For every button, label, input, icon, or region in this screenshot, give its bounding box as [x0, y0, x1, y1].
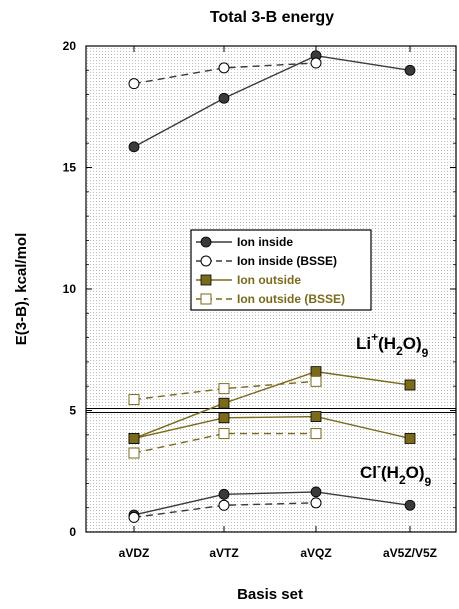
- series-line: [133, 370, 411, 440]
- data-point: [128, 511, 140, 523]
- y-tick-label: 20: [63, 39, 77, 53]
- annotation-cl-close: O): [406, 463, 425, 482]
- data-point: [310, 375, 322, 387]
- data-point: [310, 497, 322, 509]
- data-point: [218, 428, 230, 440]
- annotation-li-h2o-9: Li+(H2O)9: [356, 330, 429, 360]
- annotation-li-species: Li: [356, 334, 371, 353]
- data-point: [310, 428, 322, 440]
- series-line: [133, 415, 411, 440]
- divider-gap: [86, 408, 456, 413]
- data-point: [128, 394, 140, 406]
- data-point: [404, 499, 416, 511]
- data-point: [218, 397, 230, 409]
- series-line: [133, 432, 316, 454]
- x-axis-label: Basis set: [237, 586, 303, 603]
- series-line: [133, 54, 411, 148]
- legend-marker: [200, 236, 212, 248]
- data-point: [218, 499, 230, 511]
- data-point: [218, 383, 230, 395]
- legend-label: Ion outside (BSSE): [237, 292, 345, 306]
- annotation-li-charge: +: [371, 330, 378, 344]
- data-point: [218, 488, 230, 500]
- data-point: [128, 447, 140, 459]
- data-point: [218, 62, 230, 74]
- annotation-cl-sub-n: 9: [425, 475, 432, 489]
- data-point: [218, 412, 230, 424]
- annotation-cl-sub-h: 2: [399, 473, 406, 487]
- y-tick-label: 0: [69, 525, 76, 539]
- legend-box: [190, 229, 372, 311]
- x-tick-label: aVQZ: [300, 546, 331, 560]
- y-tick-label: 10: [63, 282, 77, 296]
- legend-label: Ion inside: [237, 235, 293, 249]
- x-tick-label: aV5Z/V5Z: [383, 546, 437, 560]
- annotation-li-close: O): [403, 334, 422, 353]
- plot-frame: [85, 45, 457, 533]
- y-tick-label: 15: [63, 161, 77, 175]
- data-point: [128, 433, 140, 444]
- legend-marker: [200, 255, 212, 267]
- annotation-li-sub-h: 2: [396, 344, 403, 358]
- annotation-cl-charge: -: [377, 459, 381, 473]
- x-tick-label: aVDZ: [119, 546, 150, 560]
- chart-title: Total 3-B energy: [210, 9, 334, 26]
- data-point: [404, 433, 416, 444]
- legend-label: Ion outside: [237, 273, 301, 287]
- annotation-li-sub-n: 9: [422, 346, 429, 360]
- data-point: [310, 486, 322, 498]
- annotation-li-open: (H: [378, 334, 396, 353]
- x-tick-label: aVTZ: [209, 546, 238, 560]
- data-point: [310, 57, 322, 69]
- legend-marker: [200, 274, 212, 286]
- annotation-cl-h2o-9: Cl-(H2O)9: [360, 459, 432, 489]
- data-point: [310, 411, 322, 422]
- data-point: [218, 92, 230, 104]
- data-point: [128, 141, 140, 153]
- annotation-cl-species: Cl: [360, 463, 377, 482]
- legend: Ion inside Ion inside (BSSE) Ion outside Io…: [190, 229, 372, 311]
- series-line: [133, 491, 411, 516]
- series-line: [133, 62, 317, 85]
- data-point: [404, 64, 416, 76]
- legend-marker: [200, 293, 212, 305]
- legend-label: Ion inside (BSSE): [237, 254, 337, 268]
- data-point: [128, 78, 140, 90]
- data-point: [404, 379, 416, 391]
- y-tick-label: 5: [69, 404, 76, 418]
- annotation-cl-open: (H: [381, 463, 399, 482]
- data-point: [310, 366, 322, 378]
- y-axis-label: E(3-B), kcal/mol: [13, 233, 30, 346]
